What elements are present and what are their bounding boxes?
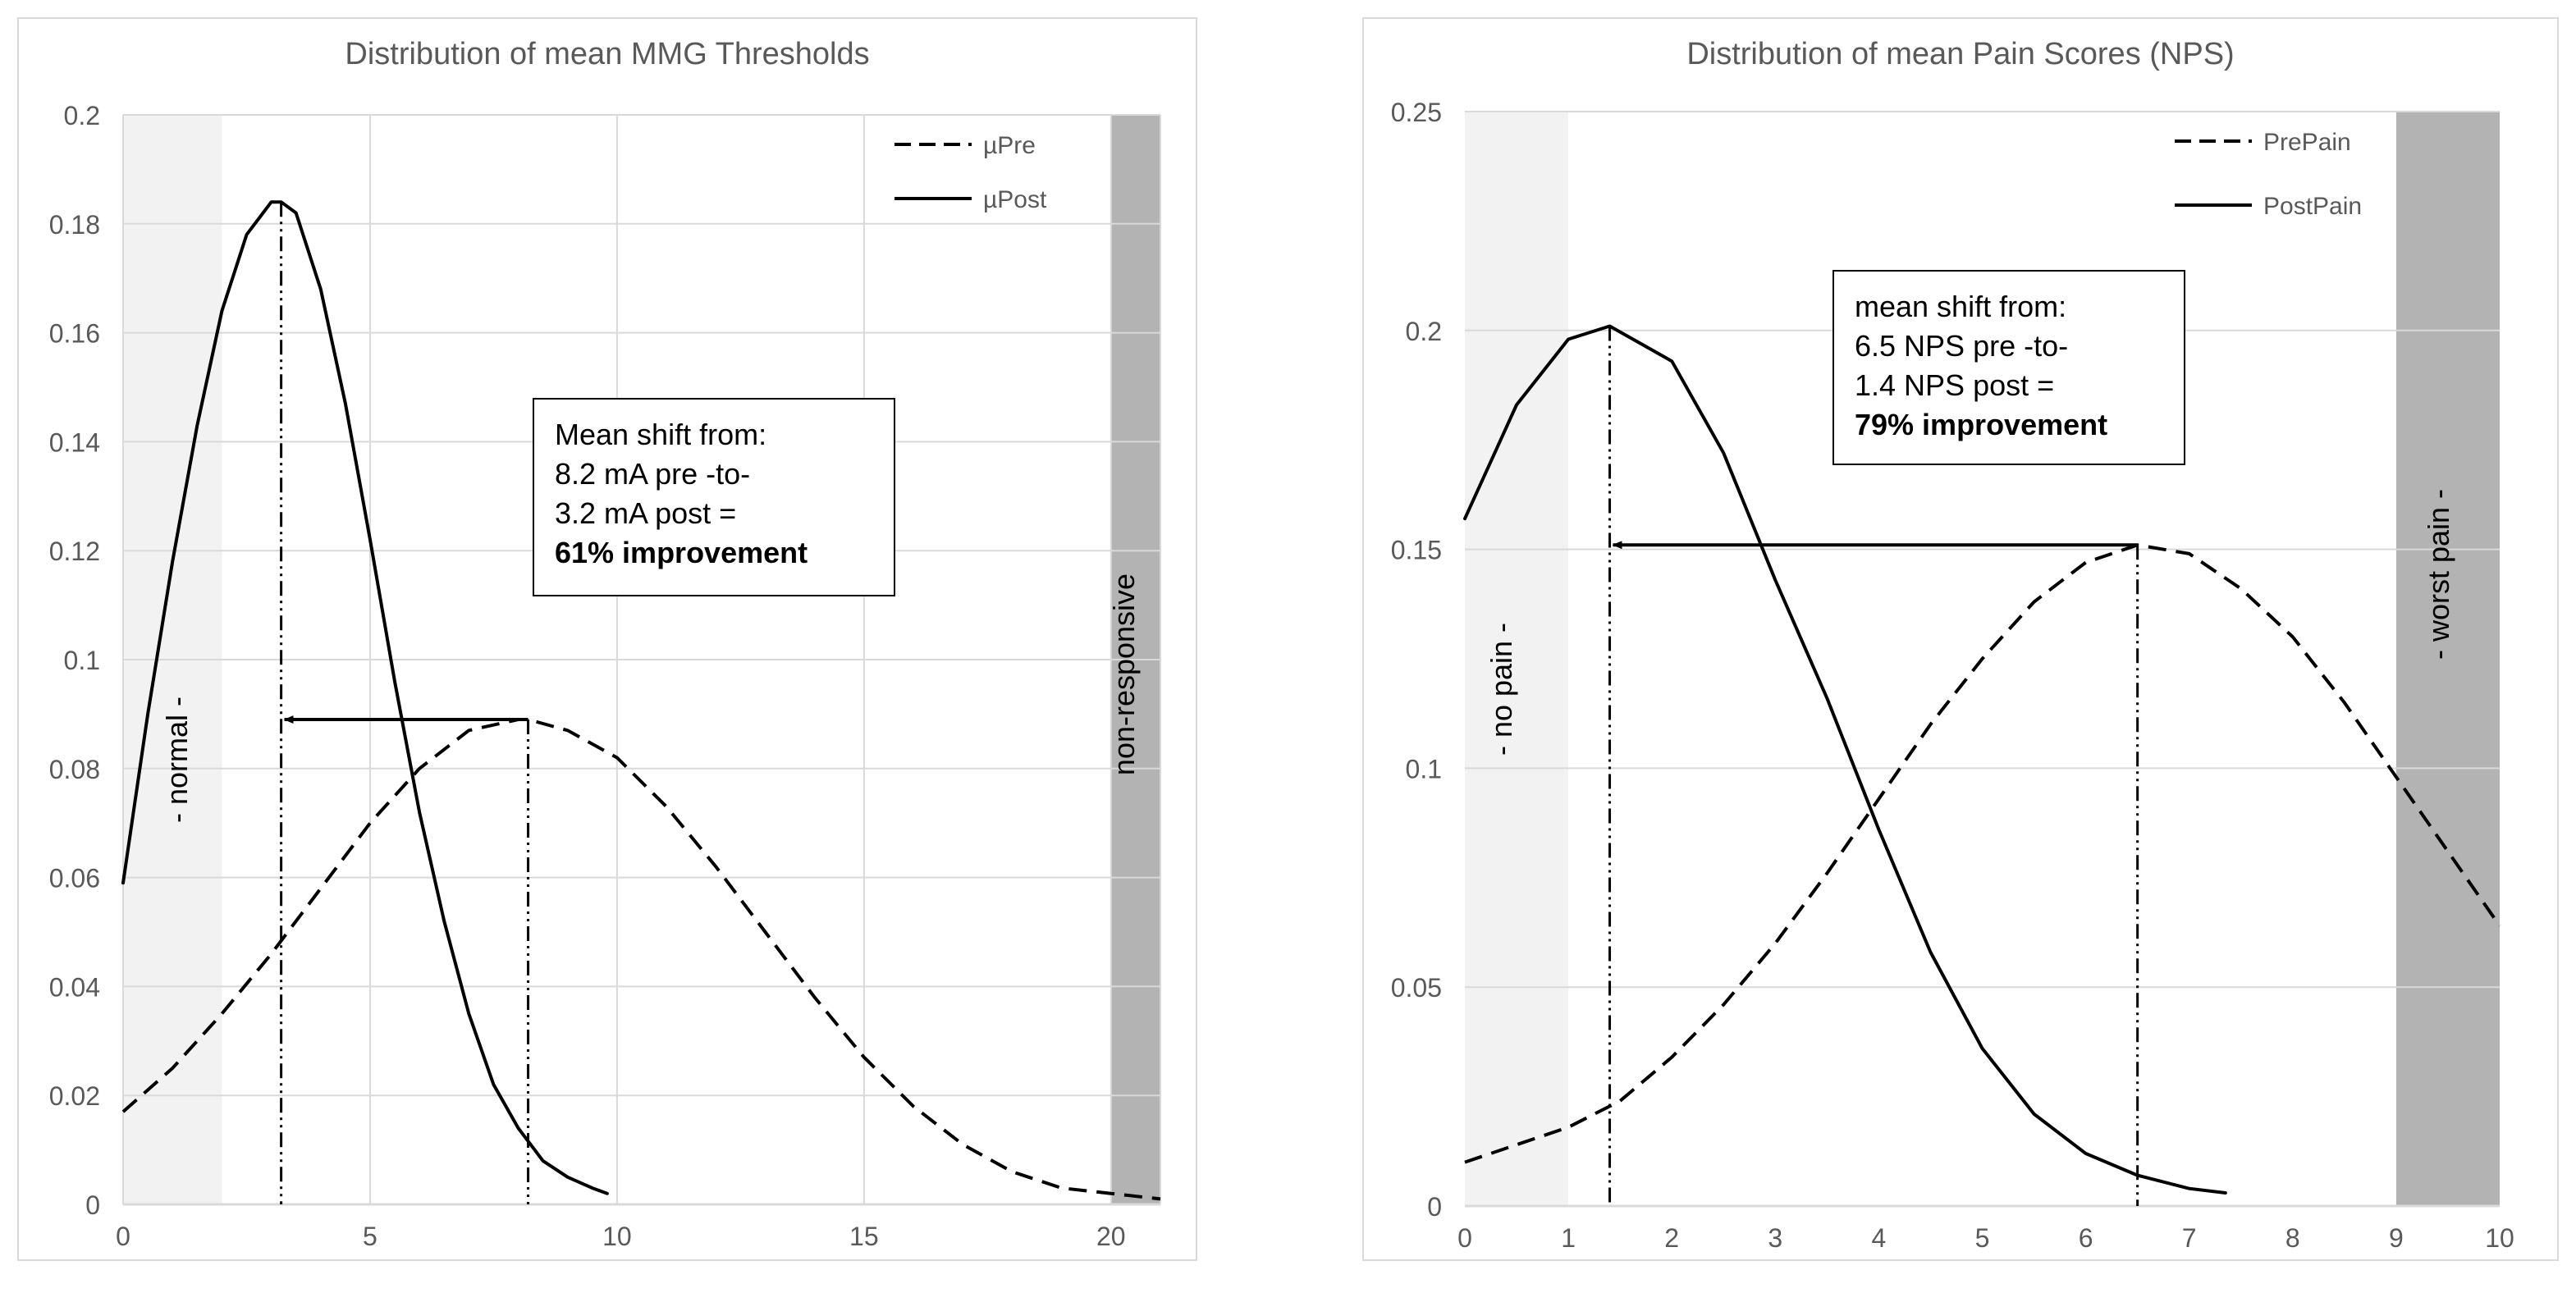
series-pre-line — [121, 718, 1161, 1201]
annotation-line: Mean shift from: — [555, 418, 766, 451]
chart-2: Distribution of mean Pain Scores (NPS) - … — [1362, 17, 2559, 1261]
x-tick-label: 9 — [2389, 1223, 2404, 1253]
x-tick-label: 20 — [1096, 1222, 1126, 1251]
y-tick-label: 0.06 — [49, 864, 100, 893]
y-tick-label: 0.08 — [49, 755, 100, 784]
series-post-line — [121, 200, 609, 1195]
legend-label-pre: PrePain — [2263, 129, 2351, 156]
y-tick-label: 0.16 — [49, 319, 100, 349]
chart-title: Distribution of mean MMG Thresholds — [345, 37, 869, 71]
x-tick-label: 8 — [2285, 1223, 2300, 1253]
annotation-line: mean shift from: — [1855, 290, 2066, 323]
x-tick-label: 3 — [1768, 1223, 1782, 1253]
band-label: - normal - — [160, 697, 194, 823]
annotation-highlight: 61% improvement — [555, 536, 808, 569]
y-tick-label: 0.15 — [1391, 536, 1442, 565]
x-tick-label: 4 — [1872, 1223, 1887, 1253]
y-tick-label: 0.12 — [49, 537, 100, 566]
y-tick-label: 0.2 — [64, 101, 100, 130]
band-high — [2395, 112, 2500, 1206]
legend-label-post: PostPain — [2263, 193, 2362, 220]
annotation-highlight: 79% improvement — [1855, 408, 2107, 441]
x-tick-label: 15 — [849, 1222, 879, 1251]
y-tick-label: 0.18 — [49, 210, 100, 240]
annotation-line: 3.2 mA post = — [555, 496, 736, 530]
chart-1: Distribution of mean MMG Thresholds - nor… — [17, 17, 1197, 1261]
band-low — [1465, 112, 1569, 1206]
y-tick-label: 0.25 — [1391, 98, 1442, 127]
x-tick-label: 5 — [1975, 1223, 1990, 1253]
series-post-line — [1463, 324, 2227, 1195]
x-tick-label: 1 — [1561, 1223, 1576, 1253]
annotation-line: 1.4 NPS post = — [1855, 368, 2054, 402]
band-label: - worst pain - — [2422, 489, 2455, 660]
y-tick-label: 0 — [1427, 1192, 1442, 1222]
annotation-box — [1832, 270, 2185, 465]
x-tick-label: 10 — [2485, 1223, 2514, 1253]
x-tick-label: 5 — [363, 1222, 377, 1251]
x-tick-label: 6 — [2079, 1223, 2093, 1253]
annotation-box — [533, 398, 895, 596]
x-tick-label: 0 — [116, 1222, 130, 1251]
annotation-line: 8.2 mA pre -to- — [555, 457, 750, 491]
y-tick-label: 0.04 — [49, 972, 100, 1002]
legend-label-post: µPost — [983, 186, 1047, 213]
y-tick-label: 0.2 — [1406, 317, 1442, 346]
chart-title: Distribution of mean Pain Scores (NPS) — [1686, 37, 2234, 71]
y-tick-label: 0.1 — [64, 646, 100, 675]
y-tick-label: 0.05 — [1391, 973, 1442, 1003]
x-tick-label: 2 — [1664, 1223, 1679, 1253]
series-pre-line — [1464, 543, 2501, 1164]
annotation-line: 6.5 NPS pre -to- — [1855, 329, 2068, 363]
legend-label-pre: µPre — [983, 132, 1036, 159]
y-tick-label: 0.14 — [49, 427, 100, 457]
x-tick-label: 10 — [602, 1222, 632, 1251]
x-tick-label: 0 — [1457, 1223, 1472, 1253]
x-tick-label: 7 — [2182, 1223, 2197, 1253]
y-tick-label: 0.02 — [49, 1081, 100, 1111]
band-label: non-responsive — [1107, 573, 1141, 775]
band-label: - no pain - — [1485, 623, 1518, 756]
y-tick-label: 0.1 — [1406, 754, 1442, 783]
y-tick-label: 0 — [85, 1190, 100, 1220]
